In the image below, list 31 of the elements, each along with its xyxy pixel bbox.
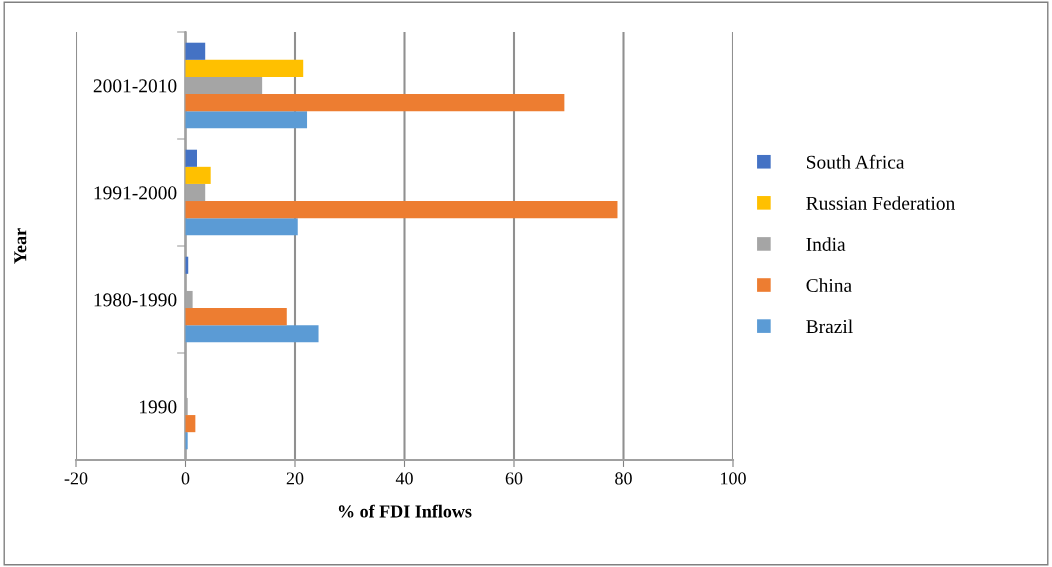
bar bbox=[185, 166, 211, 184]
y-axis-title: Year bbox=[14, 228, 27, 264]
bar bbox=[185, 201, 618, 219]
bar bbox=[185, 149, 197, 167]
bar bbox=[185, 111, 308, 129]
bar bbox=[185, 94, 565, 112]
y-tick-label: 1990 bbox=[139, 400, 177, 414]
x-tick-label: 20 bbox=[286, 472, 304, 485]
bar bbox=[185, 59, 304, 77]
x-tick-label: 60 bbox=[505, 472, 523, 485]
legend-label: China bbox=[806, 278, 852, 293]
legend-label: Russian Federation bbox=[806, 196, 955, 210]
legend-label: South Africa bbox=[806, 154, 905, 169]
x-tick-label: 100 bbox=[721, 472, 746, 485]
bar bbox=[185, 218, 298, 236]
x-tick-label: -20 bbox=[64, 472, 88, 485]
x-tick-label: 40 bbox=[395, 472, 413, 485]
x-tick-label: 80 bbox=[615, 472, 632, 485]
y-tick-label: 1980-1990 bbox=[94, 293, 177, 307]
x-tick-label: 0 bbox=[181, 472, 190, 485]
bar bbox=[185, 325, 319, 343]
x-axis-title: % of FDI Inflows bbox=[338, 504, 472, 518]
legend-label: India bbox=[806, 237, 846, 251]
y-tick-label: 2001-2010 bbox=[93, 79, 177, 93]
bar bbox=[185, 42, 206, 60]
bar bbox=[185, 308, 287, 326]
bar bbox=[185, 256, 189, 274]
legend-label: Brazil bbox=[806, 319, 853, 334]
bar bbox=[185, 415, 196, 433]
bar bbox=[185, 432, 188, 450]
y-tick-label: 1991-2000 bbox=[94, 186, 177, 200]
